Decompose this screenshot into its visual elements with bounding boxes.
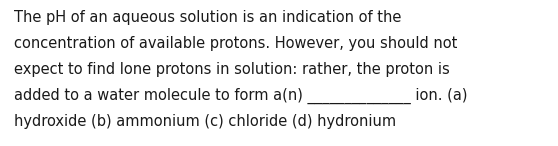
- Text: concentration of available protons. However, you should not: concentration of available protons. Howe…: [14, 36, 458, 51]
- Text: The pH of an aqueous solution is an indication of the: The pH of an aqueous solution is an indi…: [14, 10, 401, 25]
- Text: added to a water molecule to form a(n) ______________ ion. (a): added to a water molecule to form a(n) _…: [14, 88, 468, 104]
- Text: expect to find lone protons in solution: rather, the proton is: expect to find lone protons in solution:…: [14, 62, 450, 77]
- Text: hydroxide (b) ammonium (c) chloride (d) hydronium: hydroxide (b) ammonium (c) chloride (d) …: [14, 114, 396, 129]
